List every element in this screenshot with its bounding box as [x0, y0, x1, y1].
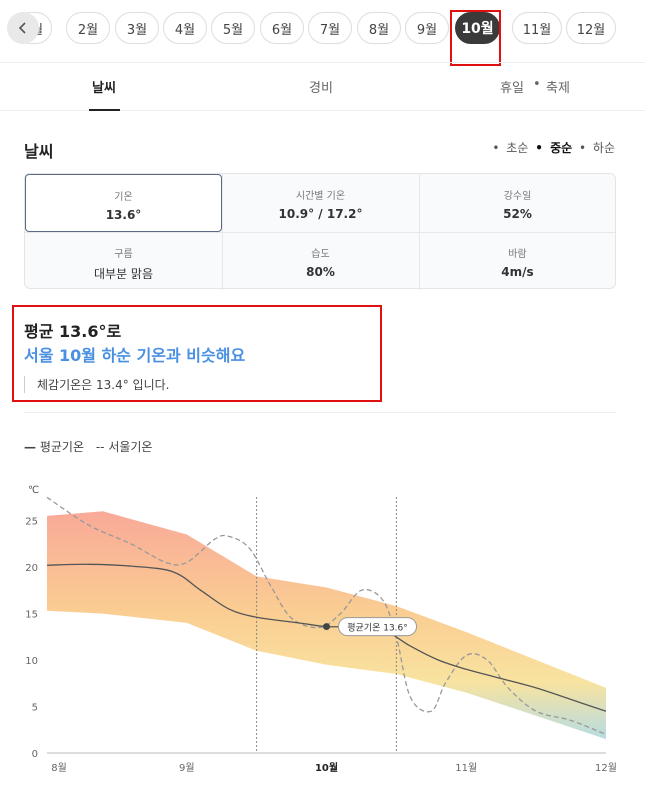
category-tabs: 날씨 경비 휴일 • 축제 [0, 62, 645, 111]
y-axis-label: ℃ [28, 485, 39, 496]
average-marker-tooltip [338, 617, 417, 637]
stat-cloud[interactable]: 구름 대부분 맑음 [93, 249, 153, 281]
month-selector: 1월2월3월4월5월6월7월8월9월10월11월12월 [0, 0, 645, 58]
x-tick-label: 10월 [315, 762, 338, 774]
tab-expense[interactable]: 경비 [309, 81, 333, 96]
y-tick-label: 20 [25, 563, 38, 574]
period-early[interactable]: • 초순 [492, 141, 529, 155]
x-tick-label: 11월 [455, 762, 477, 774]
y-tick-label: 25 [25, 517, 38, 528]
feels-like-text: 체감기온은 13.4° 입니다. [24, 376, 169, 393]
chart-legend: — 평균기온 -- 서울기온 [24, 438, 160, 455]
separator-dot: • [533, 77, 541, 92]
stat-rain-days[interactable]: 강수일 52% [503, 191, 532, 221]
series-seoul-line [46, 496, 607, 736]
summary-title: 평균 13.6°로 [24, 322, 122, 341]
tab-festival[interactable]: 축제 [546, 81, 570, 96]
period-mid[interactable]: • 중순 [535, 141, 573, 155]
stat-hourly-temperature[interactable]: 시간별 기온 10.9° / 17.2° [278, 191, 363, 221]
month-pill[interactable]: 12월 [566, 12, 616, 44]
stat-wind[interactable]: 바람 4m/s [501, 249, 534, 279]
y-tick-label: 5 [32, 703, 38, 714]
legend-seoul: -- 서울기온 [95, 440, 153, 454]
x-tick-label: 12월 [595, 762, 617, 774]
section-title: 날씨 [24, 142, 54, 161]
month-pill[interactable]: 2월 [66, 12, 110, 44]
month-pill[interactable]: 7월 [308, 12, 352, 44]
average-marker-label: 평균기온 13.6° [347, 623, 408, 634]
x-tick-label: 9월 [179, 762, 195, 774]
month-pill[interactable]: 8월 [357, 12, 401, 44]
weather-stats-grid: 기온 13.6° 시간별 기온 10.9° / 17.2° 강수일 52% 구름… [24, 173, 616, 290]
selected-month-highlight [450, 10, 501, 66]
month-pill[interactable]: 9월 [405, 12, 449, 44]
temperature-chart: ℃ 0 5 10 15 20 25 평균기온 13.6° 8월 9월 10월 11월 12월 [25, 485, 617, 774]
month-pill[interactable]: 6월 [260, 12, 304, 44]
stat-temperature[interactable]: 기온 13.6° [25, 174, 222, 232]
legend-avg: — 평균기온 [24, 440, 84, 454]
tab-weather[interactable]: 날씨 [92, 81, 116, 96]
period-late[interactable]: • 하순 [579, 141, 615, 155]
summary-highlight [12, 305, 382, 402]
month-pill[interactable]: 10월 [455, 12, 500, 44]
y-tick-label: 0 [32, 749, 38, 760]
month-pill[interactable]: 5월 [211, 12, 255, 44]
x-tick-label: 8월 [51, 762, 67, 774]
month-pill[interactable]: 4월 [163, 12, 207, 44]
month-pill[interactable]: 11월 [512, 12, 562, 44]
period-selector: • 초순 • 중순 • 하순 [489, 139, 615, 156]
month-pill[interactable]: 3월 [115, 12, 159, 44]
y-tick-label: 10 [25, 656, 38, 667]
chevron-left-icon[interactable] [7, 12, 39, 44]
tab-holiday[interactable]: 휴일 [500, 81, 524, 96]
y-tick-label: 15 [25, 610, 38, 621]
summary-comparison: 서울 10월 하순 기온과 비슷해요 [24, 346, 246, 365]
average-marker-dot [323, 623, 330, 631]
divider [24, 412, 616, 413]
active-tab-indicator [89, 109, 120, 111]
stat-humidity[interactable]: 습도 80% [306, 249, 335, 279]
